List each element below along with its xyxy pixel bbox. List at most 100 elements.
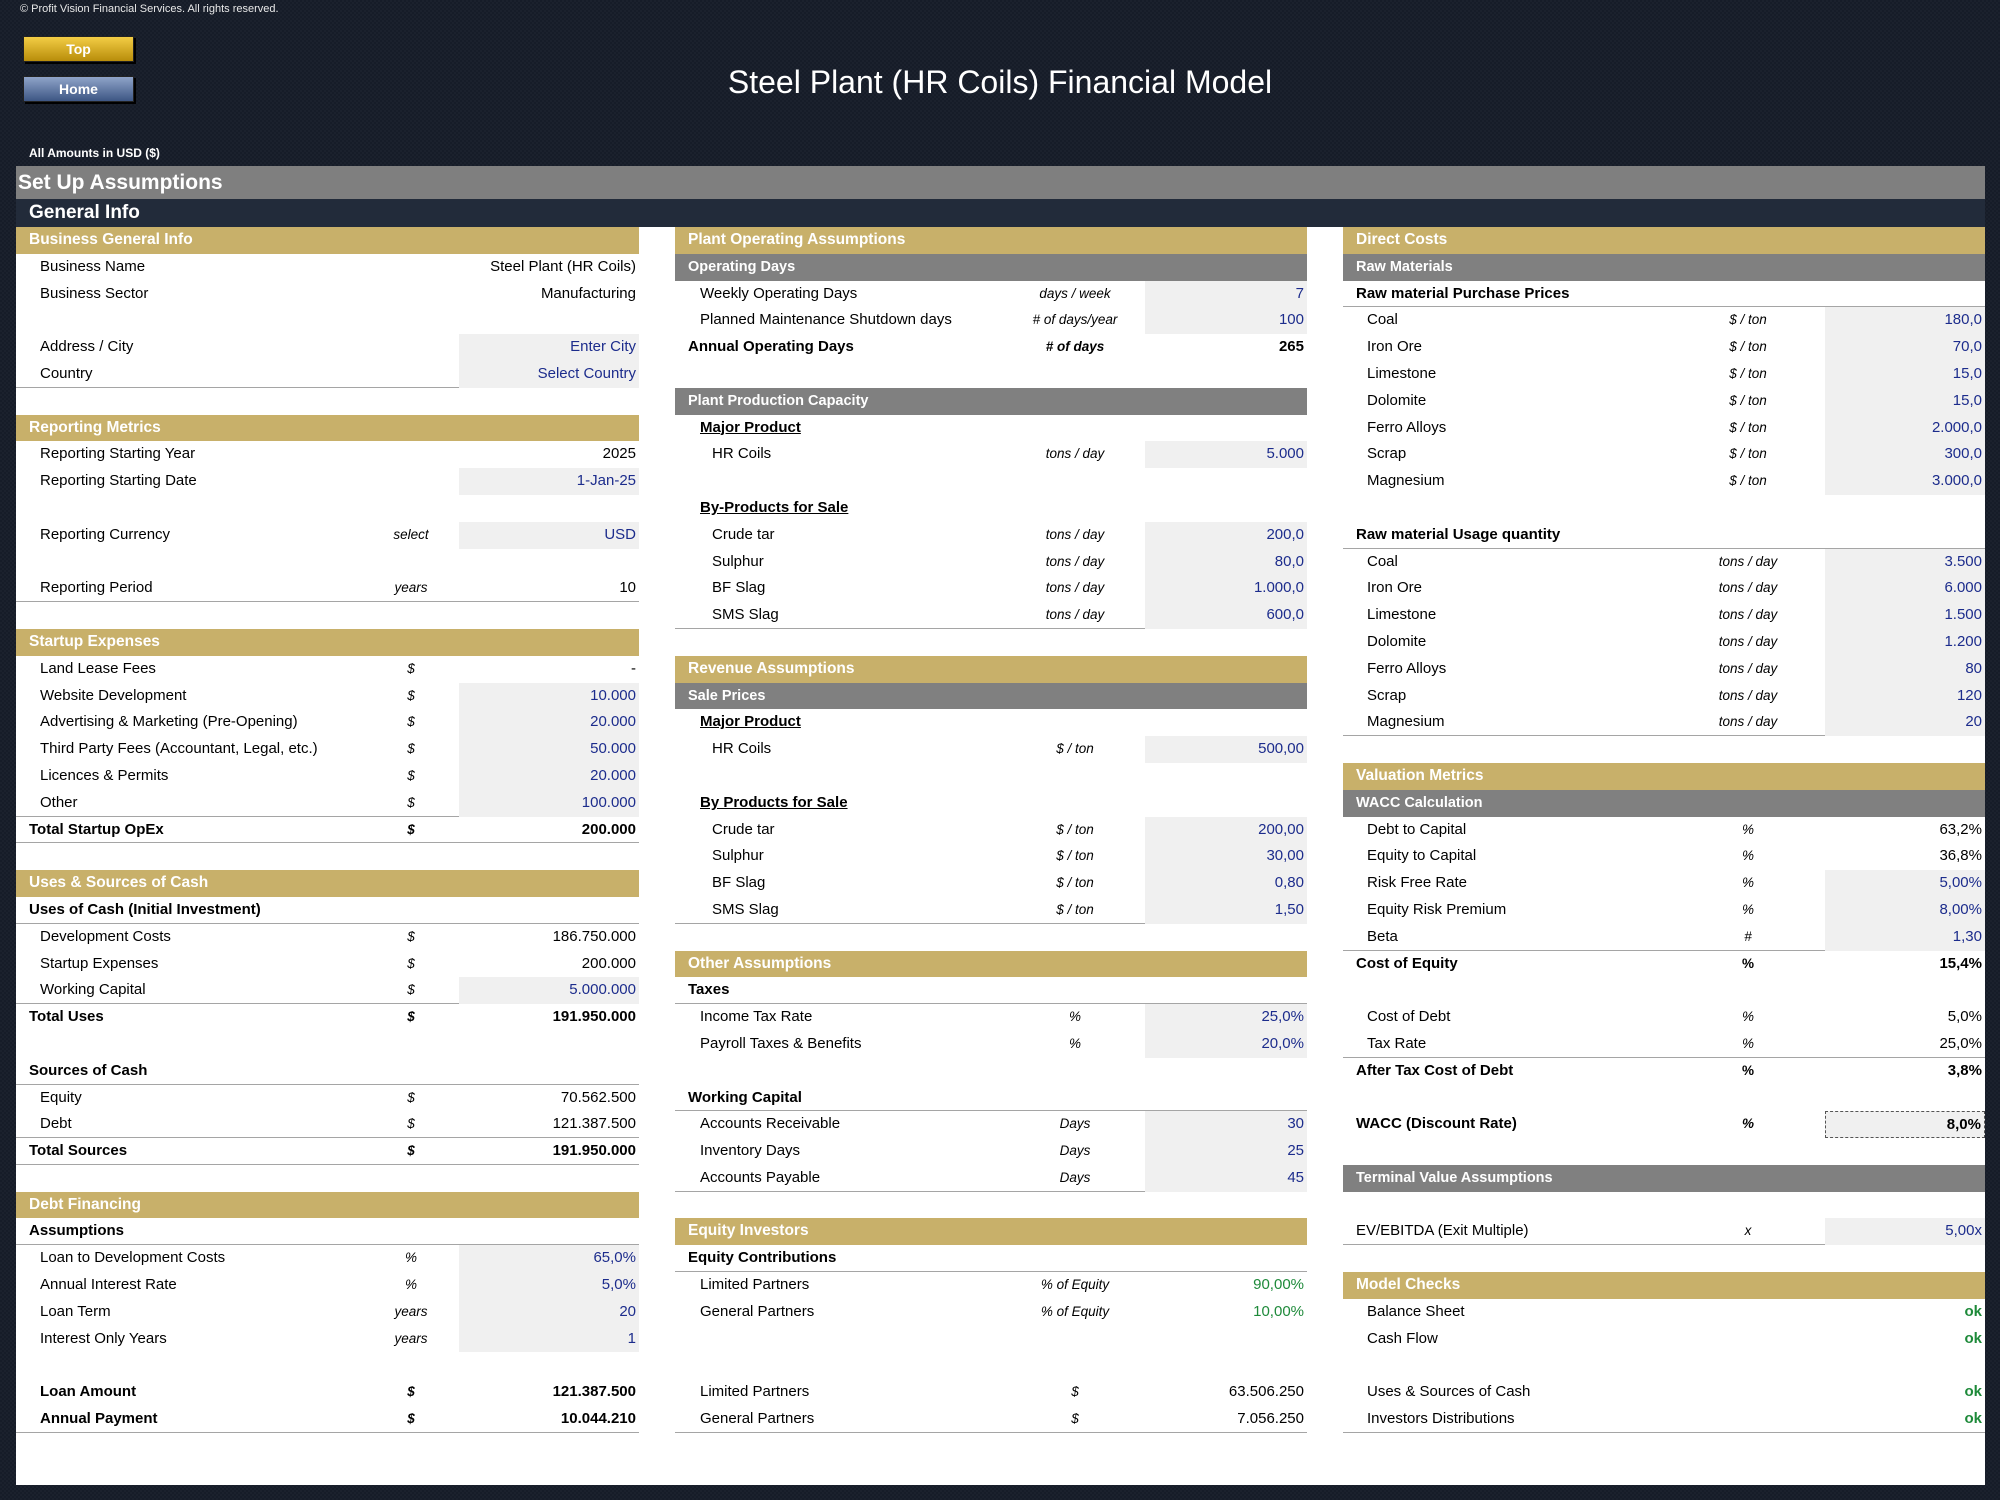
input-cell[interactable]: 1.500 [1825,602,1985,629]
label: Sulphur [712,552,764,570]
value: 7.056.250 [1237,1410,1304,1428]
currency-select[interactable]: USD [459,521,639,549]
value: 5,0% [1947,1008,1982,1026]
value: 63,2% [1939,820,1982,838]
input-cell[interactable]: 6.000 [1825,575,1985,603]
label: Reporting Currency [40,525,171,543]
input-cell[interactable]: 5.000 [1145,441,1307,469]
input-cell[interactable]: 30 [1145,1111,1307,1139]
row-accounts-payable: Accounts Payable Days 45 [675,1164,1307,1192]
label: Weekly Operating Days [700,284,858,302]
input-cell[interactable]: 1.000,0 [1145,575,1307,603]
city-input[interactable]: Enter City [459,334,639,361]
input-cell[interactable]: 300,0 [1825,441,1985,469]
input-cell[interactable]: 45 [1145,1164,1307,1192]
input-cell[interactable]: 20,0% [1145,1030,1307,1058]
row-total-startup-opex: Total Startup OpEx $ 200.000 [16,817,639,844]
input-cell[interactable]: 0,80 [1145,870,1307,897]
input-cell[interactable]: 2.000,0 [1825,414,1985,442]
input-cell[interactable]: 600,0 [1145,602,1307,629]
input-cell[interactable]: 120 [1825,682,1985,710]
value: - [631,659,636,677]
input-cell[interactable]: 20.000 [459,762,639,790]
input-cell[interactable]: 20 [459,1298,639,1326]
input-cell[interactable]: 25,0% [1145,1004,1307,1031]
label: Raw material Purchase Prices [1356,284,1570,302]
input-cell[interactable]: 100.000 [459,789,639,817]
value: 10.044.210 [560,1410,636,1428]
input-cell[interactable]: 25 [1145,1138,1307,1165]
row-by-product: BF Slag tons / day 1.000,0 [675,575,1307,603]
row-by-product-price: Crude tar $ / ton 200,00 [675,816,1307,844]
spacer [675,1352,1307,1379]
row-annual-payment: Annual Payment $ 10.044.210 [16,1406,639,1433]
spacer [16,388,639,415]
home-button[interactable]: Home [23,76,134,102]
row-startup-item: Licences & Permits $ 20.000 [16,762,639,790]
spacer [16,1352,639,1379]
input-cell[interactable]: 100 [1145,307,1307,335]
value[interactable]: Manufacturing [540,284,636,302]
input-cell[interactable]: 15,0 [1825,360,1985,388]
country-select[interactable]: Select Country [459,360,639,388]
input-cell[interactable]: 20 [1825,709,1985,737]
input-cell[interactable]: 1,50 [1145,896,1307,924]
row-wacc: WACC (Discount Rate) % 8,0% [1343,1111,1985,1139]
row-raw-price: Iron Ore $ / ton 70,0 [1343,334,1985,361]
input-cell[interactable]: 30,00 [1145,843,1307,871]
label: Limestone [1367,364,1437,382]
input-cell[interactable]: 500,00 [1145,736,1307,763]
start-date-input[interactable]: 1-Jan-25 [459,468,639,495]
label: Iron Ore [1367,579,1423,597]
row-purchase-prices-header: Raw material Purchase Prices [1343,281,1985,308]
input-cell[interactable]: 200,0 [1145,521,1307,549]
input-cell[interactable]: 1,30 [1825,923,1985,951]
row-raw-usage: Ferro Alloys tons / day 80 [1343,655,1985,683]
label: Cost of Equity [1356,954,1458,972]
section-direct-costs: Direct Costs [1343,227,1985,254]
input-cell[interactable]: 5,00% [1825,870,1985,897]
label: HR Coils [712,445,772,463]
spacer [675,361,1307,388]
label: Uses of Cash (Initial Investment) [29,900,261,918]
top-button[interactable]: Top [23,36,134,62]
input-cell[interactable]: 7 [1145,280,1307,308]
input-cell[interactable]: 3.500 [1825,548,1985,576]
row-raw-usage: Scrap tons / day 120 [1343,682,1985,710]
value: 25,0% [1939,1034,1982,1052]
input-cell[interactable]: 50.000 [459,736,639,763]
input-cell[interactable]: 5.000.000 [459,977,639,1005]
value: 90,00% [1253,1276,1304,1294]
input-cell[interactable]: 1 [459,1325,639,1353]
unit: $ [407,982,415,998]
unit: % [1741,1035,1754,1051]
input-cell[interactable]: 70,0 [1825,334,1985,361]
unit: % [1741,1062,1754,1078]
input-cell[interactable]: 180,0 [1825,307,1985,335]
input-cell[interactable]: 80,0 [1145,548,1307,576]
input-cell[interactable]: 5,0% [459,1272,639,1299]
label: Licences & Permits [40,766,169,784]
input-cell[interactable]: 65,0% [459,1245,639,1273]
label: By Products for Sale [700,793,848,811]
label: Planned Maintenance Shutdown days [700,311,952,329]
value: 36,8% [1939,847,1982,865]
unit: $ [1071,1384,1079,1400]
input-cell[interactable]: 8,00% [1825,896,1985,924]
label: Reporting Period [40,579,153,597]
input-cell[interactable]: 5,00x [1825,1218,1985,1246]
unit: $ [407,1009,415,1025]
unit: tons / day [1045,607,1105,623]
input-cell[interactable]: 1.200 [1825,628,1985,656]
label: Sulphur [712,847,764,865]
input-cell[interactable]: 200,00 [1145,816,1307,844]
input-cell[interactable]: 20.000 [459,709,639,737]
value[interactable]: Steel Plant (HR Coils) [490,257,636,275]
unit: % [1741,1009,1754,1025]
input-cell[interactable]: 15,0 [1825,387,1985,415]
input-cell[interactable]: 3.000,0 [1825,468,1985,495]
label: Website Development [40,686,187,704]
input-cell[interactable]: 10.000 [459,682,639,710]
input-cell[interactable]: 80 [1825,655,1985,683]
unit: $ / ton [1729,339,1767,355]
